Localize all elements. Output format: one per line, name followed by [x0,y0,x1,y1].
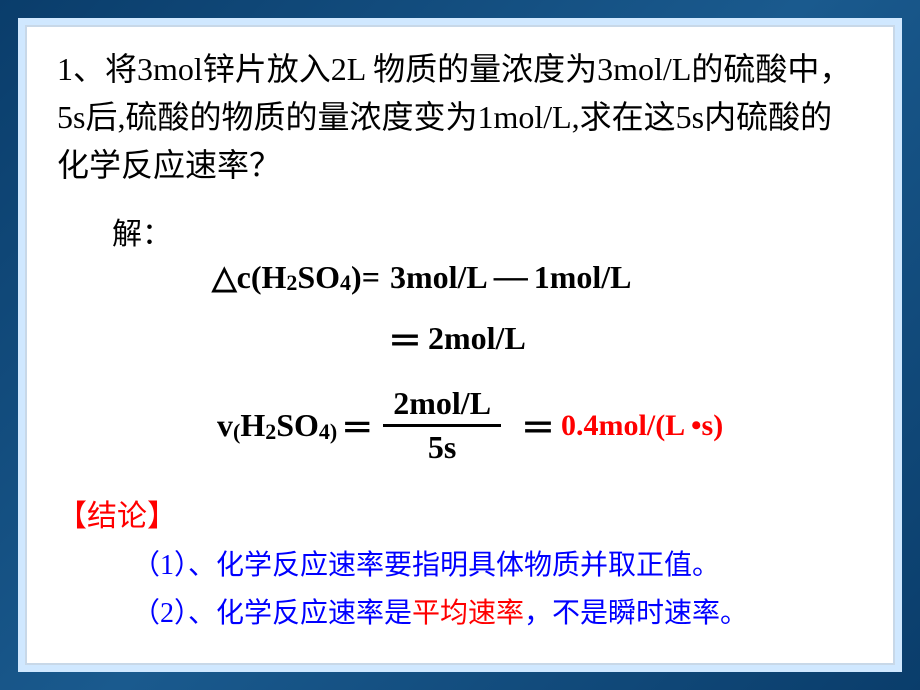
eq3-denominator: 5s [383,424,501,466]
slide-content: 1、将3mol锌片放入2L 物质的量浓度为3mol/L的硫酸中，5s后,硫酸的物… [25,25,895,665]
eq1-so: SO [297,259,340,296]
eq2-equals: ＝ [388,314,422,363]
eq1-minus: — [494,258,528,296]
question-text: 1、将3mol锌片放入2L 物质的量浓度为3mol/L的硫酸中，5s后,硫酸的物… [57,45,863,189]
eq3-v: v [217,407,233,444]
eq1-sub1: 2 [286,270,297,296]
eq3-h: H [240,407,265,444]
conclusion-1-text: （1）、化学反应速率要指明具体物质并取正值。 [132,550,720,581]
solution-label: 解： [112,209,863,253]
conclusion-1: （1）、化学反应速率要指明具体物质并取正值。 [132,543,863,583]
eq3-so: SO [276,407,319,444]
eq3-equals2: ＝ [521,401,555,450]
eq1-c: c(H [237,259,287,296]
eq3-sub2: 4) [319,419,337,445]
eq3-fraction: 2mol/L 5s [383,385,501,466]
slide-outer-frame: 1、将3mol锌片放入2L 物质的量浓度为3mol/L的硫酸中，5s后,硫酸的物… [18,18,902,672]
equation-result-2mol: ＝ 2mol/L [382,314,863,363]
conclusion-2: （2）、化学反应速率是平均速率，不是瞬时速率。 [132,591,863,631]
equation-delta-c: △ c(H 2 SO 4 )= 3mol/L — 1mol/L [212,258,863,296]
delta-symbol: △ [212,258,237,296]
eq3-result: 0.4mol/(L •s) [561,409,723,443]
eq3-sub1: 2 [265,419,276,445]
eq3-open: ( [233,419,240,445]
eq1-close: )= [351,259,380,296]
equation-velocity: v ( H 2 SO 4) ＝ 2mol/L 5s ＝ 0.4mol/(L •s… [217,385,863,466]
eq1-val1: 3mol/L [390,259,488,296]
eq1-sub2: 4 [340,270,351,296]
eq1-val2: 1mol/L [534,259,632,296]
eq3-numerator: 2mol/L [383,385,501,424]
eq2-val: 2mol/L [428,320,526,357]
conclusion-label: 【结论】 [57,491,863,535]
eq3-equals1: ＝ [341,403,373,449]
conclusion-2-highlight: 平均速率 [412,598,524,629]
conclusion-2-suffix: ，不是瞬时速率。 [524,598,748,629]
conclusion-2-prefix: （2）、化学反应速率是 [132,598,412,629]
